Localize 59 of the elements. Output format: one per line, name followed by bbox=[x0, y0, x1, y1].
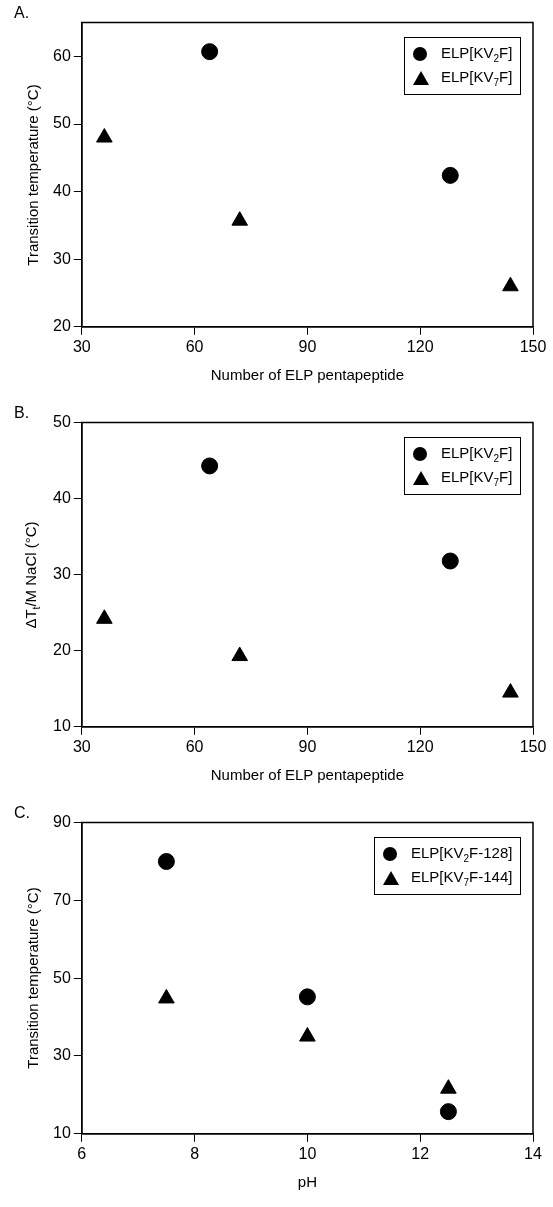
x-tick-label: 150 bbox=[519, 337, 547, 355]
legend-label: ELP[KV$_{7}$F] bbox=[441, 467, 513, 488]
x-tick-label: 10 bbox=[298, 1144, 317, 1162]
x-tick-label: 8 bbox=[190, 1144, 200, 1162]
point bbox=[298, 988, 316, 1006]
chart-title: A. bbox=[14, 4, 30, 22]
point bbox=[441, 552, 459, 570]
point bbox=[299, 1027, 316, 1042]
point bbox=[502, 683, 519, 698]
y-tick-label: 70 bbox=[53, 890, 71, 908]
legend-label: ELP[KV$_{7}$F] bbox=[441, 67, 513, 88]
point bbox=[96, 609, 113, 624]
point bbox=[502, 276, 519, 292]
legend-label: ELP[KV$_{2}$F] bbox=[441, 443, 513, 464]
x-tick-label: 90 bbox=[298, 337, 317, 355]
x-tick-label: 12 bbox=[411, 1144, 430, 1162]
y-tick-label: 30 bbox=[53, 249, 71, 267]
point bbox=[157, 853, 175, 870]
y-tick-label: 90 bbox=[53, 813, 71, 831]
legend-label: ELP[KV$_{7}$F-144] bbox=[411, 867, 513, 888]
y-tick-label: 30 bbox=[53, 1046, 71, 1064]
y-axis-title: Transition temperature (°C) bbox=[23, 887, 41, 1069]
y-tick-label: 10 bbox=[53, 717, 71, 735]
y-tick-label: 30 bbox=[53, 565, 71, 583]
y-tick-label: 50 bbox=[53, 968, 71, 986]
x-tick-label: 120 bbox=[406, 737, 434, 755]
point bbox=[96, 128, 113, 143]
chart-title: B. bbox=[14, 404, 30, 422]
y-tick-label: 40 bbox=[53, 182, 71, 200]
x-axis-title: Number of ELP pentapeptide bbox=[210, 366, 404, 383]
y-tick-label: 50 bbox=[53, 114, 71, 132]
y-tick-label: 10 bbox=[53, 1124, 71, 1142]
x-tick-label: 14 bbox=[524, 1144, 542, 1162]
y-tick-label: 20 bbox=[53, 641, 71, 659]
point bbox=[441, 166, 459, 184]
x-tick-label: 120 bbox=[406, 337, 434, 355]
point bbox=[201, 43, 219, 61]
x-tick-label: 150 bbox=[519, 737, 547, 755]
chart-title: C. bbox=[14, 804, 30, 822]
x-axis-title: Number of ELP pentapeptide bbox=[210, 766, 404, 783]
point bbox=[231, 211, 249, 226]
x-tick-label: 30 bbox=[72, 737, 91, 755]
x-tick-label: 30 bbox=[72, 337, 91, 355]
legend-label: ELP[KV$_{2}$F] bbox=[441, 43, 513, 64]
legend-label: ELP[KV$_{2}$F-128] bbox=[411, 843, 513, 864]
x-tick-label: 90 bbox=[298, 737, 317, 755]
x-tick-label: 6 bbox=[77, 1144, 87, 1162]
y-tick-label: 20 bbox=[53, 317, 71, 335]
x-axis-title: pH bbox=[297, 1173, 317, 1190]
y-axis-title: Transition temperature (°C) bbox=[23, 84, 41, 266]
y-tick-label: 40 bbox=[53, 489, 71, 507]
point bbox=[440, 1079, 457, 1094]
x-tick-label: 60 bbox=[185, 737, 204, 755]
point bbox=[231, 646, 249, 662]
point bbox=[201, 457, 219, 475]
x-tick-label: 60 bbox=[185, 337, 204, 355]
point bbox=[158, 988, 175, 1004]
y-tick-label: 60 bbox=[53, 46, 71, 64]
y-tick-label: 50 bbox=[53, 413, 71, 431]
